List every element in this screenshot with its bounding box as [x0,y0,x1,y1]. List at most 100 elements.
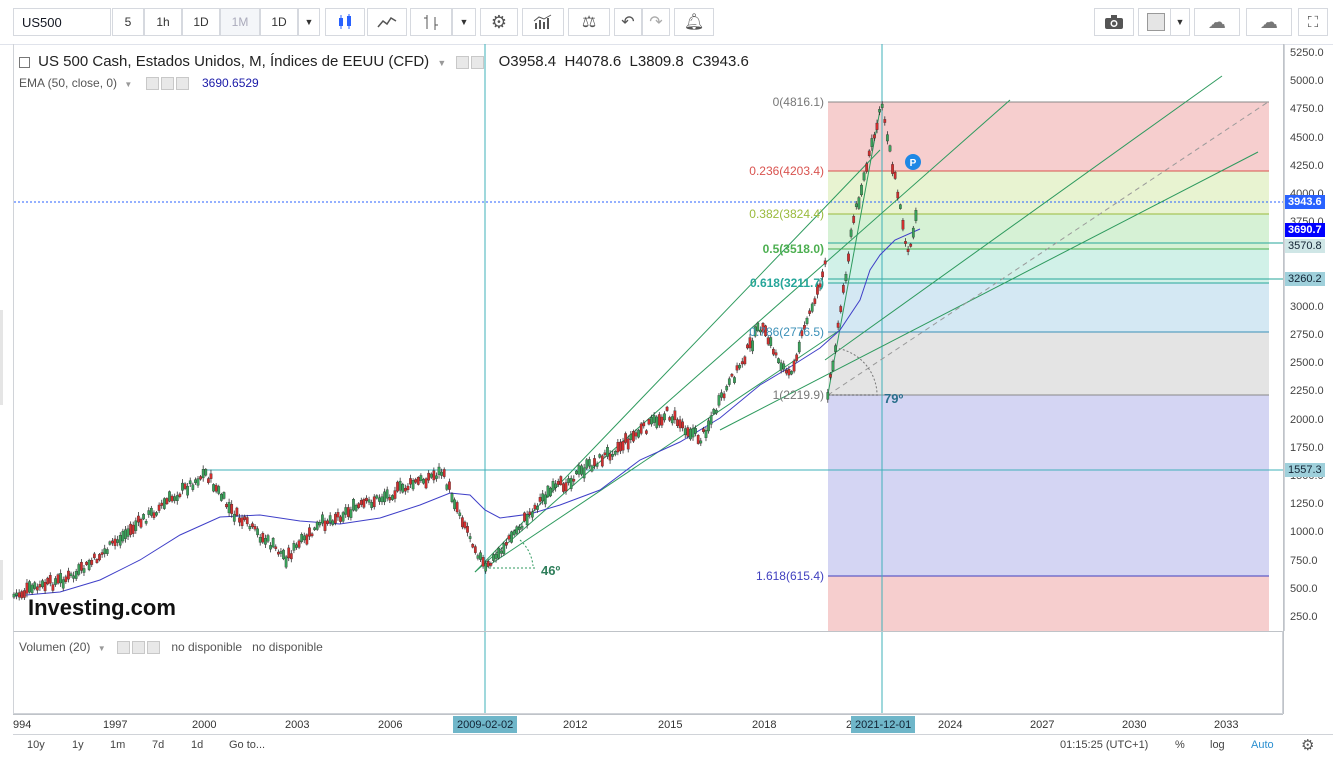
y-tick: 5250.0 [1290,47,1324,59]
y-tick: 1000.0 [1290,526,1324,539]
interval-1h-button[interactable]: 1h [144,8,182,36]
time-axis[interactable] [13,714,1283,735]
symbol-search-input[interactable]: US500 [13,8,111,36]
line-style-button[interactable] [367,8,407,36]
redo-button[interactable]: ↷ [642,8,670,36]
save-chart-button[interactable]: ☁ [1246,8,1292,36]
low-value: L3809.8 [629,53,684,70]
gear-icon[interactable] [160,77,174,91]
chevron-down-icon[interactable]: ▼ [124,80,133,89]
x-tick: 1997 [103,719,128,731]
chevron-down-icon: ▼ [1175,17,1185,27]
bottom-toolbar: 10y 1y 1m 7d 1d Go to... 01:15:25 (UTC+1… [13,734,1333,757]
y-tick: 4250.0 [1290,159,1324,172]
y-tick: 750.0 [1290,554,1318,567]
eye-icon[interactable] [116,641,130,655]
interval-custom-button[interactable]: 1D [260,8,298,36]
cloud-download-icon: ☁ [1208,11,1226,32]
gear-icon[interactable] [131,641,145,655]
chevron-down-icon[interactable]: ▼ [437,58,447,68]
candles-style-button[interactable] [325,8,365,36]
volume-pane[interactable] [13,631,1283,714]
gear-icon: ⚙ [490,11,508,32]
interval-1m-button[interactable]: 1M [220,8,260,36]
ema-label: EMA (50, close, 0) [19,76,118,90]
fullscreen-icon: ⛶ [1307,13,1319,31]
price-tag-3260: 3260.2 [1285,272,1325,286]
drawing-panel-handle[interactable] [0,310,3,405]
gear-icon[interactable]: ⚙ [1301,737,1315,754]
percent-toggle[interactable]: % [1175,739,1185,751]
screenshot-button[interactable] [1094,8,1134,36]
interval-1d-button[interactable]: 1D [182,8,220,36]
price-axis[interactable] [1283,44,1333,714]
log-toggle[interactable]: log [1210,739,1225,751]
volume-legend: Volumen (20) ▼ no disponible no disponib… [19,640,323,655]
indicators-icon [533,14,552,29]
x-tick: 2000 [192,719,217,731]
compare-button[interactable]: ⚖ [568,8,610,36]
x-tick: 2015 [658,719,683,731]
undo-button[interactable]: ↶ [614,8,642,36]
y-tick: 500.0 [1290,582,1318,595]
collapse-icon[interactable] [19,56,30,68]
settings-button[interactable]: ⚙ [480,8,518,36]
chevron-down-icon[interactable]: ▼ [97,644,106,653]
range-10y-button[interactable]: 10y [27,739,45,751]
y-tick: 2250.0 [1290,385,1324,398]
series-title: US 500 Cash, Estados Unidos, M, Índices … [38,53,430,70]
close-icon[interactable] [146,641,160,655]
chevron-down-icon: ▼ [304,17,314,27]
eye-icon[interactable] [456,55,470,69]
indicators-button[interactable] [522,8,564,36]
x-tick: 2003 [285,719,310,731]
chevron-down-icon: ▼ [459,17,469,27]
y-tick: 1250.0 [1290,498,1324,511]
alert-button[interactable]: 🔔︎ [674,8,714,36]
y-tick: 2000.0 [1290,413,1324,426]
auto-toggle[interactable]: Auto [1251,739,1274,751]
y-tick: 3000.0 [1290,300,1324,313]
interval-dropdown-button[interactable]: ▼ [298,8,320,36]
y-tick: 2750.0 [1290,329,1324,341]
price-tag-3570: 3570.8 [1285,239,1325,253]
y-tick: 4750.0 [1290,103,1324,116]
undo-icon: ↶ [621,14,635,31]
y-tick: 250.0 [1290,611,1318,623]
square-icon [1147,13,1165,31]
x-tick-partial: 2 [846,719,853,731]
x-tick: 2012 [563,719,588,731]
x-tick: 2030 [1122,719,1147,731]
range-7d-button[interactable]: 7d [152,739,165,751]
chart-type-dropdown[interactable]: ▼ [452,8,476,36]
theme-dropdown[interactable]: ▼ [1170,8,1190,36]
ema-legend: EMA (50, close, 0) ▼ 3690.6529 [19,76,259,91]
goto-button[interactable]: Go to... [229,739,266,751]
load-chart-button[interactable]: ☁ [1194,8,1240,36]
fullscreen-button[interactable]: ⛶ [1298,8,1328,36]
x-crosshair-label-right: 2021-12-01 [851,716,916,733]
gear-icon[interactable] [471,55,485,69]
open-value: O3958.4 [498,53,557,70]
color-theme-button[interactable] [1138,8,1174,36]
x-tick: 2018 [752,719,777,731]
area-chart-icon [377,16,397,28]
price-tag-1557: 1557.3 [1285,463,1325,477]
redo-icon: ↷ [649,14,663,31]
price-tag-ema: 3690.7 [1285,223,1325,237]
clock-time: 01:15:25 (UTC+1) [1060,739,1149,751]
price-tag-last: 3943.6 [1285,195,1325,209]
drawing-panel-handle[interactable] [0,560,3,600]
x-tick: 994 [13,719,32,731]
bars-style-button[interactable] [410,8,452,36]
volume-value-1: no disponible [171,640,243,654]
interval-5-button[interactable]: 5 [112,8,144,36]
close-icon[interactable] [175,77,189,91]
range-1y-button[interactable]: 1y [72,739,84,751]
eye-icon[interactable] [145,77,159,91]
volume-value-2: no disponible [252,640,323,654]
range-1m-button[interactable]: 1m [110,739,126,751]
range-1d-button[interactable]: 1d [191,739,204,751]
chart-pane[interactable] [13,44,1285,631]
x-tick: 2006 [378,719,403,731]
